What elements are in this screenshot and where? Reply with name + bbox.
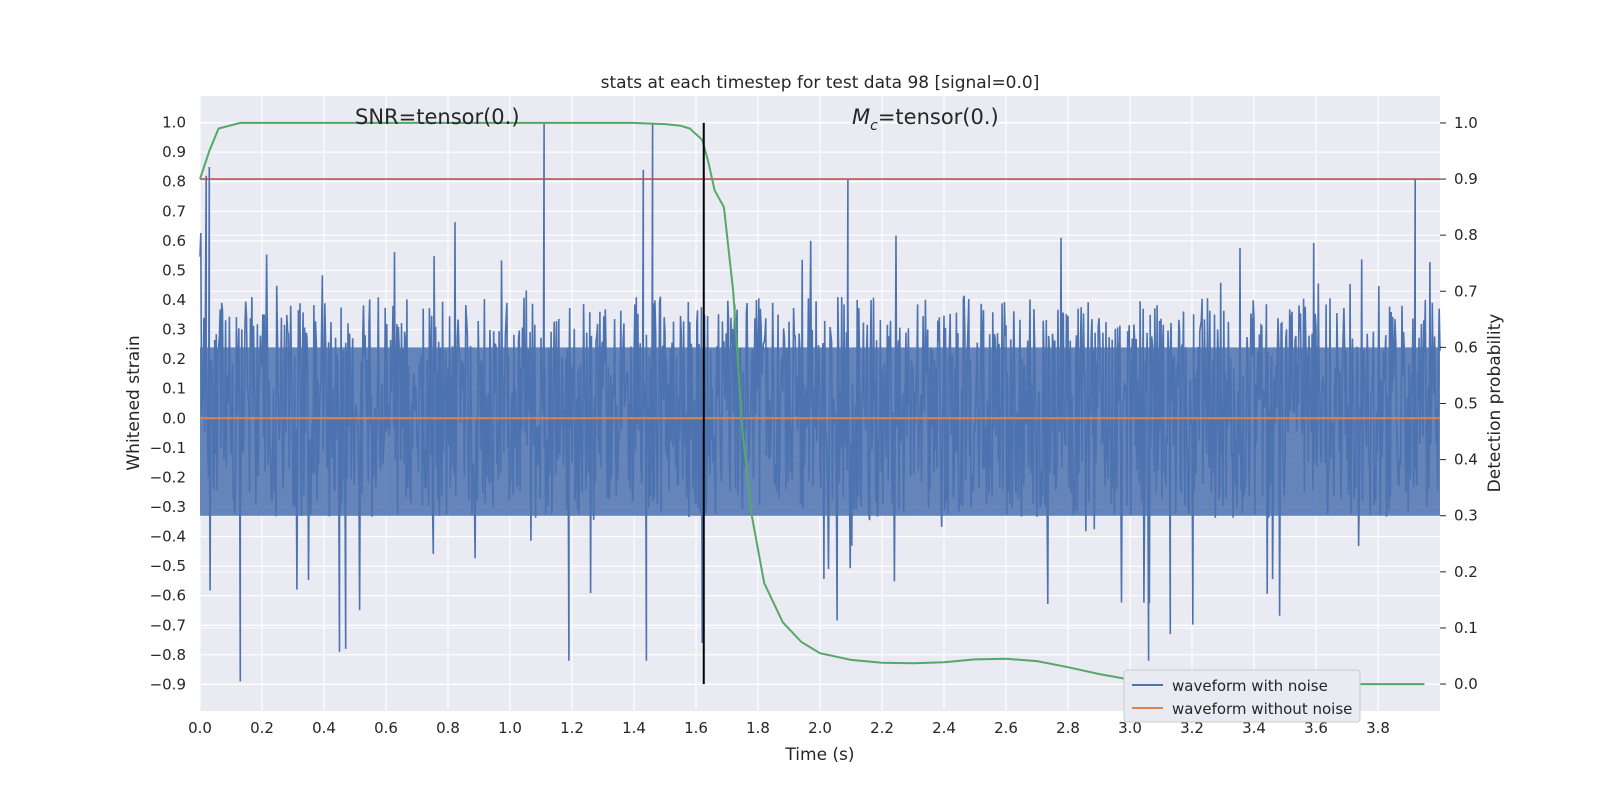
y-axis-right-label: Detection probability [1485,314,1505,493]
x-tick-label: 1.6 [684,719,708,737]
y-right-tick-label: 0.3 [1454,507,1478,525]
y-right-tick-label: 0.9 [1454,170,1478,188]
x-tick-labels: 0.0 0.2 0.4 0.6 0.8 1.0 1.2 1.4 1.6 1.8 2.0 2.2 2.4 2… [188,719,1390,737]
y-right-tick-label: 0.7 [1454,282,1478,300]
x-tick-label: 3.2 [1180,719,1204,737]
y-left-tick-label: 0.0 [162,409,186,427]
y-right-tick-label: 0.0 [1454,675,1478,693]
legend-label-waveform-with-noise: waveform with noise [1172,677,1328,695]
y-left-tick-label: 0.6 [162,232,186,250]
x-tick-label: 0.0 [188,719,212,737]
y-right-tick-label: 0.5 [1454,395,1478,413]
overlay-lines [199,121,1440,686]
detection-probability-line [199,121,1425,686]
x-tick-label: 2.8 [1056,719,1080,737]
x-tick-label: 2.6 [994,719,1018,737]
y-left-tick-label: −0.6 [150,587,186,605]
x-tick-label: 1.4 [622,719,646,737]
y-left-tick-label: 0.3 [162,321,186,339]
annotation-mc: Mc=tensor(0.) [852,105,999,134]
y-left-tick-label: −0.9 [150,675,186,693]
y-right-tick-label: 0.1 [1454,619,1478,637]
y-right-tick-label: 0.8 [1454,226,1478,244]
x-tick-label: 1.0 [498,719,522,737]
x-tick-label: 0.4 [312,719,336,737]
x-tick-label: 1.8 [746,719,770,737]
y-left-tick-label: 0.7 [162,202,186,220]
x-tick-label: 1.2 [560,719,584,737]
y-axis-left-label: Whitened strain [124,335,144,470]
legend-label-waveform-without-noise: waveform without noise [1172,700,1352,718]
series-waveform-with-noise [199,122,1441,682]
annotation-mc-text: =tensor(0.) [878,105,999,129]
annotation-snr: SNR=tensor(0.) [355,105,520,129]
y-left-tick-label: 0.9 [162,143,186,161]
y-left-tick-label: 0.1 [162,380,186,398]
x-tick-label: 2.0 [808,719,832,737]
y-left-tick-label: −0.1 [150,439,186,457]
legend: waveform with noise waveform without noi… [1123,669,1361,723]
waveform-with-noise-core [200,347,1440,516]
y-right-tick-label: 0.4 [1454,451,1478,469]
y-left-tick-label: −0.3 [150,498,186,516]
chart-title: stats at each timestep for test data 98 … [601,73,1040,93]
annotation-mc-subscript: c [870,118,878,134]
legend-box [1123,669,1361,723]
y-left-tick-labels: 1.0 0.9 0.8 0.7 0.6 0.5 0.4 0.3 0.2 0.1 0.0 −0.1 −0.… [150,114,186,694]
x-tick-label: 0.8 [436,719,460,737]
y-left-tick-label: −0.4 [150,528,186,546]
y-left-tick-label: −0.5 [150,557,186,575]
y-left-tick-label: −0.7 [150,616,186,634]
y-left-tick-label: 1.0 [162,114,186,132]
y-right-tick-labels: 1.0 0.9 0.8 0.7 0.6 0.5 0.4 0.3 0.2 0.1 0.0 [1440,114,1478,693]
y-left-tick-label: 0.8 [162,173,186,191]
y-right-tick-label: 0.2 [1454,563,1478,581]
y-right-tick-label: 0.6 [1454,338,1478,356]
y-left-tick-label: 0.5 [162,261,186,279]
x-tick-label: 2.4 [932,719,956,737]
y-left-tick-label: −0.2 [150,468,186,486]
x-tick-label: 3.8 [1366,719,1390,737]
x-tick-label: 3.6 [1304,719,1328,737]
y-left-tick-label: −0.8 [150,646,186,664]
annotation-mc-symbol: M [852,105,870,129]
x-tick-label: 3.0 [1118,719,1142,737]
x-tick-label: 2.2 [870,719,894,737]
x-axis-label: Time (s) [784,745,854,765]
y-right-tick-label: 1.0 [1454,114,1478,132]
y-left-tick-label: 0.2 [162,350,186,368]
y-left-tick-label: 0.4 [162,291,186,309]
x-tick-label: 0.6 [374,719,398,737]
x-tick-label: 0.2 [250,719,274,737]
x-tick-label: 3.4 [1242,719,1266,737]
